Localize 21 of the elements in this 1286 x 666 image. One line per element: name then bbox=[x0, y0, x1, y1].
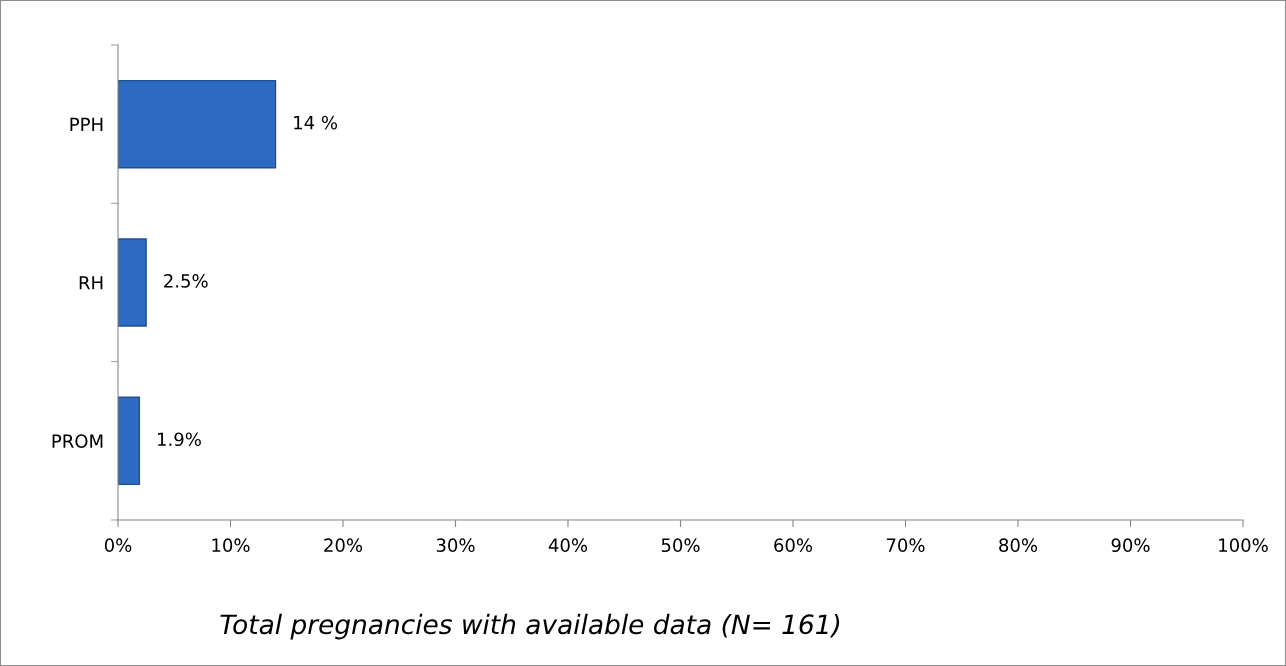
y-tick-label: PPH bbox=[70, 117, 103, 132]
x-axis-title: Total pregnancies with available data (N= 161) bbox=[220, 613, 840, 640]
x-tick-label: 60% bbox=[774, 538, 813, 553]
y-tick-label: RH bbox=[79, 276, 103, 290]
bar bbox=[118, 79, 277, 169]
x-tick-label: 70% bbox=[886, 538, 925, 553]
x-tick-label: 40% bbox=[548, 538, 588, 553]
data-label: 14 % bbox=[294, 115, 338, 130]
x-tick-label: 50% bbox=[661, 538, 700, 553]
x-tick-label: 20% bbox=[324, 538, 363, 553]
x-tick-label: 10% bbox=[212, 538, 250, 553]
x-tick-label: 30% bbox=[436, 538, 475, 553]
data-label: 2.5% bbox=[164, 274, 208, 288]
data-label: 1.9% bbox=[158, 432, 201, 447]
bar bbox=[118, 396, 141, 486]
x-tick-label: 90% bbox=[1111, 538, 1150, 553]
bar bbox=[118, 238, 147, 327]
x-tick-label: 0% bbox=[104, 538, 132, 553]
x-tick-label: 80% bbox=[999, 538, 1038, 553]
x-tick-label: 100% bbox=[1219, 538, 1268, 553]
y-tick-label: PROM bbox=[52, 434, 103, 448]
